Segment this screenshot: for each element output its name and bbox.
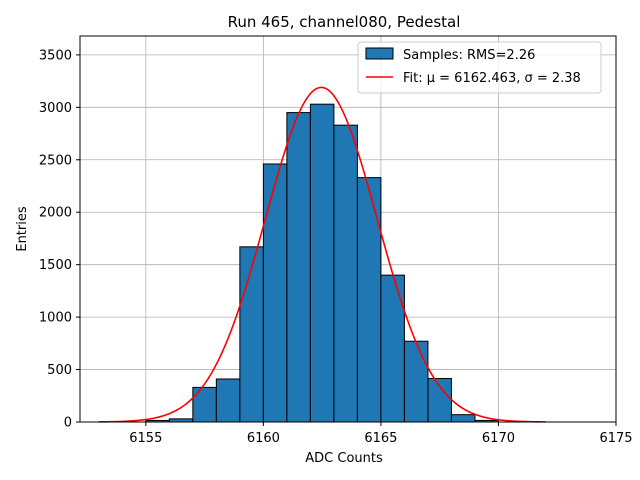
fit-curve: [98, 86, 546, 423]
x-tick-label: 6165: [364, 431, 397, 446]
histogram-bar: [215, 378, 241, 423]
legend-swatch-histogram: [365, 47, 394, 60]
histogram-bar: [286, 112, 311, 423]
y-tick-label: 1000: [39, 311, 72, 326]
histogram-bar: [403, 340, 429, 423]
x-tick-label: 6170: [482, 431, 515, 446]
histogram-bar: [309, 103, 335, 423]
x-tick-label: 6175: [599, 431, 632, 446]
y-axis-label: Entries: [15, 206, 30, 252]
histogram-bar: [192, 386, 217, 423]
legend-label-fit: Fit: μ = 6162.463, σ = 2.38: [403, 71, 581, 86]
chart-title: Run 465, channel080, Pedestal: [228, 13, 461, 31]
histogram-bar: [380, 274, 405, 423]
y-tick-label: 500: [47, 363, 72, 378]
legend-box: [357, 41, 602, 94]
histogram-bar: [450, 414, 476, 423]
y-tick-label: 2000: [39, 206, 72, 221]
y-tick-label: 3500: [39, 48, 72, 63]
y-axis-ticks: 0 500 1000 1500 2000 2500 3000 3500: [39, 48, 80, 431]
histogram-bar: [427, 377, 452, 423]
histogram-bar: [239, 246, 264, 423]
y-tick-label: 3000: [39, 101, 72, 116]
histogram-bar: [356, 177, 382, 423]
y-tick-label: 0: [64, 416, 72, 431]
x-tick-label: 6155: [129, 431, 162, 446]
plot-frame: [79, 35, 617, 423]
histogram-bar: [262, 163, 288, 423]
x-axis-label: ADC Counts: [305, 451, 383, 466]
histogram-bars: [145, 103, 499, 423]
x-tick-label: 6160: [247, 431, 280, 446]
histogram-bar: [333, 124, 358, 423]
y-tick-label: 2500: [39, 153, 72, 168]
fit-curve-group: [98, 86, 546, 423]
legend-label-histogram: Samples: RMS=2.26: [403, 48, 535, 63]
y-tick-label: 1500: [39, 258, 72, 273]
legend: Samples: RMS=2.26 Fit: μ = 6162.463, σ =…: [357, 41, 602, 94]
x-axis-ticks: 6155 6160 6165 6170 6175: [129, 422, 633, 446]
